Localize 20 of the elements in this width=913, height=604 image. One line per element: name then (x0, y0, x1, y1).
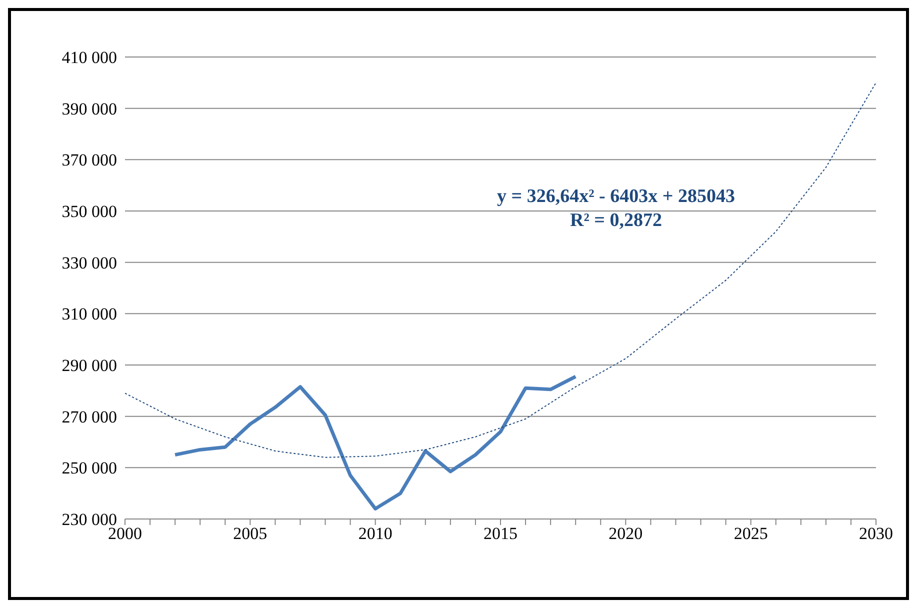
y-tick-label: 410 000 (62, 48, 117, 68)
x-tick-label: 2005 (233, 524, 268, 544)
line-series (125, 82, 876, 458)
y-tick-label: 310 000 (62, 304, 117, 324)
y-tick-label: 330 000 (62, 253, 117, 272)
x-tick-label: 2020 (608, 524, 643, 544)
x-tick-label: 2025 (734, 524, 768, 544)
y-tick-label: 370 000 (62, 150, 117, 170)
x-tick-label: 2030 (859, 524, 893, 544)
y-tick-label: 290 000 (62, 356, 117, 376)
y-tick-label: 390 000 (62, 99, 117, 118)
y-tick-label: 270 000 (62, 407, 117, 426)
annotation: y = 326,64x² - 6403x + 285043 (496, 185, 736, 209)
annotation: R² = 0,2872 (569, 209, 663, 233)
x-tick-label: 2000 (108, 524, 142, 544)
x-tick-label: 2015 (484, 524, 518, 544)
y-tick-label: 350 000 (62, 202, 117, 222)
x-tick-label: 2010 (358, 524, 392, 544)
y-tick-label: 250 000 (62, 458, 117, 478)
line-series (173, 374, 578, 510)
